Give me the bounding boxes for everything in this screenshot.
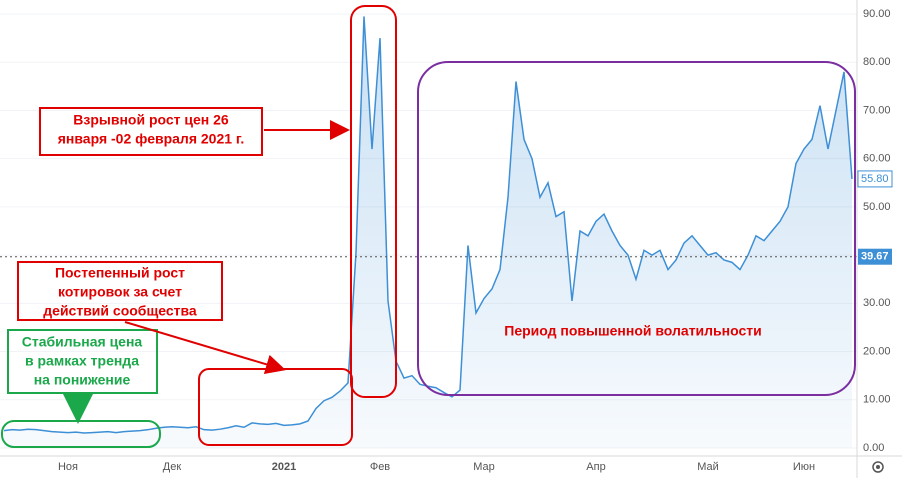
purple-frame [417, 61, 856, 396]
price-box [857, 170, 893, 188]
annotation-text: Период повышенной волатильности [504, 323, 761, 339]
y-tick-label: 0.00 [863, 442, 884, 454]
x-tick-label: Мар [473, 461, 495, 473]
axes: 0.0010.0020.0030.0040.0050.0060.0070.008… [58, 8, 893, 473]
annotation-text: Стабильная цена [22, 334, 143, 350]
annotation-text: в рамках тренда [25, 353, 139, 369]
x-tick-label: Фев [370, 461, 390, 473]
price-box [858, 248, 892, 265]
settings-icon[interactable] [872, 461, 884, 473]
annotation-text: на понижение [34, 372, 131, 388]
label-box [39, 107, 263, 156]
y-tick-label: 20.00 [863, 345, 891, 357]
x-tick-label: Июн [793, 461, 815, 473]
annotation-text: января -02 февраля 2021 г. [58, 131, 244, 147]
shapes [1, 5, 856, 448]
x-tick-label: Май [697, 461, 719, 473]
label-box [17, 261, 223, 321]
x-tick-label: Ноя [58, 461, 78, 473]
y-tick-label: 90.00 [863, 8, 891, 20]
y-tick-label: 50.00 [863, 201, 891, 213]
area [4, 16, 852, 449]
gear-center[interactable] [876, 465, 880, 469]
annotation-text: котировок за счет [58, 284, 182, 300]
red-frame [350, 5, 397, 398]
grid [0, 13, 857, 449]
price-label: 55.80 [861, 173, 889, 185]
gear[interactable] [872, 461, 884, 473]
x-tick-label: Апр [586, 461, 605, 473]
y-tick-label: 30.00 [863, 297, 891, 309]
y-tick-label: 80.00 [863, 56, 891, 68]
arrow [124, 321, 286, 374]
x-tick-label: Дек [163, 461, 182, 473]
label-box [7, 329, 158, 394]
x-tick-label: 2021 [272, 461, 296, 473]
annotations: Взрывной рост цен 26 января -02 февраля 2… [22, 112, 762, 388]
y-tick-label: 60.00 [863, 153, 891, 165]
y-tick-label: 10.00 [863, 394, 891, 406]
y-tick-label: 70.00 [863, 104, 891, 116]
annotation-text: Постепенный рост [55, 265, 185, 281]
annotation-text: действий сообщества [43, 303, 197, 319]
annotation-text: Взрывной рост цен 26 [73, 112, 229, 128]
price-label: 39.67 [861, 251, 889, 263]
